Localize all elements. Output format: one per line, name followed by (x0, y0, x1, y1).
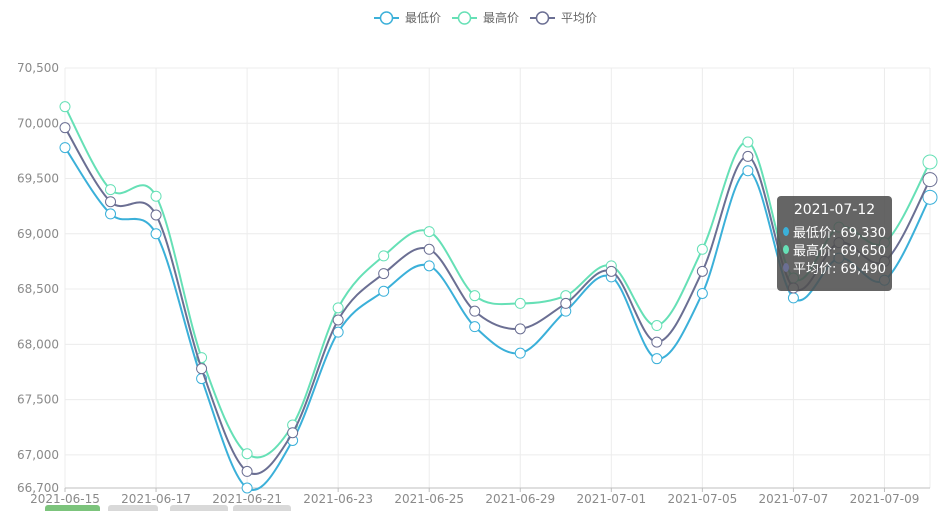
legend-marker (457, 11, 472, 25)
data-point[interactable] (332, 314, 344, 326)
data-point[interactable] (560, 297, 572, 309)
data-point[interactable] (651, 336, 663, 348)
tooltip-dot-high (783, 244, 789, 254)
data-point[interactable] (150, 228, 162, 240)
data-point[interactable] (696, 287, 708, 299)
x-tick-label: 2021-06-23 (303, 492, 373, 506)
data-point[interactable] (423, 226, 435, 238)
data-point[interactable] (469, 305, 481, 317)
bottom-tab[interactable] (233, 505, 291, 511)
data-point[interactable] (514, 347, 526, 359)
data-point[interactable] (742, 136, 754, 148)
tooltip-row-low: 最低价: 69,330 (783, 222, 886, 241)
tooltip-date: 2021-07-12 (793, 202, 876, 218)
tooltip-value-high: 最高价: 69,650 (793, 243, 886, 259)
bottom-tab[interactable] (108, 505, 158, 511)
y-tick-label: 66,700 (17, 481, 59, 495)
legend-item[interactable]: 平均价 (530, 11, 597, 25)
tooltip-row-avg: 平均价: 69,490 (783, 258, 886, 277)
legend-marker (379, 11, 394, 25)
y-tick-label: 70,500 (17, 61, 59, 75)
y-axis: 70,500 70,000 69,500 69,000 68,500 68,000 67,5… (17, 61, 59, 495)
data-point[interactable] (651, 353, 663, 365)
legend-marker (535, 11, 550, 25)
x-tick-label: 2021-06-29 (485, 492, 555, 506)
series-2[interactable] (59, 122, 938, 477)
bottom-tab[interactable] (45, 505, 100, 511)
data-point[interactable] (378, 268, 390, 280)
y-tick-label: 68,500 (17, 282, 59, 296)
data-point[interactable] (332, 302, 344, 314)
data-point[interactable] (469, 321, 481, 333)
x-tick-label: 2021-06-17 (121, 492, 191, 506)
chart-legend[interactable]: 最低价 最高价 平均价 (374, 10, 597, 25)
data-point[interactable] (742, 165, 754, 177)
data-point[interactable] (241, 482, 253, 494)
y-tick-label: 69,500 (17, 172, 59, 186)
x-tick-label: 2021-07-09 (850, 492, 920, 506)
y-tick-label: 68,000 (17, 337, 59, 351)
data-point[interactable] (696, 243, 708, 255)
tooltip-value-low: 最低价: 69,330 (793, 225, 886, 241)
data-point[interactable] (742, 150, 754, 162)
data-point[interactable] (605, 265, 617, 277)
data-point[interactable] (59, 142, 71, 154)
data-point[interactable] (241, 465, 253, 477)
tooltip-row-high: 最高价: 69,650 (783, 240, 886, 259)
data-point[interactable] (651, 320, 663, 332)
data-point[interactable] (922, 172, 938, 188)
data-point[interactable] (105, 184, 117, 196)
legend-label: 最高价 (483, 10, 519, 25)
data-point[interactable] (287, 427, 299, 439)
data-point[interactable] (696, 265, 708, 277)
tooltip-value-avg: 平均价: 69,490 (793, 261, 886, 277)
legend-item[interactable]: 最高价 (452, 10, 519, 25)
data-point[interactable] (378, 285, 390, 297)
legend-label: 最低价 (405, 11, 441, 25)
data-point[interactable] (423, 243, 435, 255)
x-tick-label: 2021-06-15 (30, 492, 100, 506)
data-point[interactable] (241, 448, 253, 460)
data-point[interactable] (150, 190, 162, 202)
y-tick-label: 69,000 (17, 227, 59, 241)
data-point[interactable] (514, 297, 526, 309)
data-point[interactable] (922, 189, 938, 205)
data-point[interactable] (378, 250, 390, 262)
x-tick-label: 2021-06-21 (212, 492, 282, 506)
y-tick-label: 67,500 (17, 393, 59, 407)
data-point[interactable] (105, 196, 117, 208)
data-point[interactable] (59, 122, 71, 134)
data-point[interactable] (150, 209, 162, 221)
legend-label: 平均价 (561, 11, 597, 25)
data-point[interactable] (59, 101, 71, 113)
tooltip-dot-avg (783, 262, 789, 272)
x-tick-label: 2021-07-07 (759, 492, 829, 506)
data-point[interactable] (423, 260, 435, 272)
chart-series[interactable] (59, 101, 938, 494)
bottom-tab[interactable] (170, 505, 228, 511)
tooltip-dot-low (783, 226, 789, 236)
y-tick-label: 67,000 (17, 448, 59, 462)
legend-item[interactable]: 最低价 (374, 11, 441, 25)
chart-tooltip: 2021-07-12 最低价: 69,330 最高价: 69,650 平均价: … (777, 196, 892, 291)
y-tick-label: 70,000 (17, 116, 59, 130)
data-point[interactable] (105, 208, 117, 220)
x-tick-label: 2021-07-05 (667, 492, 737, 506)
data-point[interactable] (196, 363, 208, 375)
data-point[interactable] (514, 323, 526, 335)
x-tick-label: 2021-06-25 (394, 492, 464, 506)
data-point[interactable] (922, 154, 938, 170)
x-axis: 2021-06-15 2021-06-17 2021-06-21 2021-06-23… (30, 487, 930, 506)
bottom-tab-strip (0, 505, 943, 511)
x-tick-label: 2021-07-01 (576, 492, 646, 506)
data-point[interactable] (469, 290, 481, 302)
data-point[interactable] (787, 292, 799, 304)
